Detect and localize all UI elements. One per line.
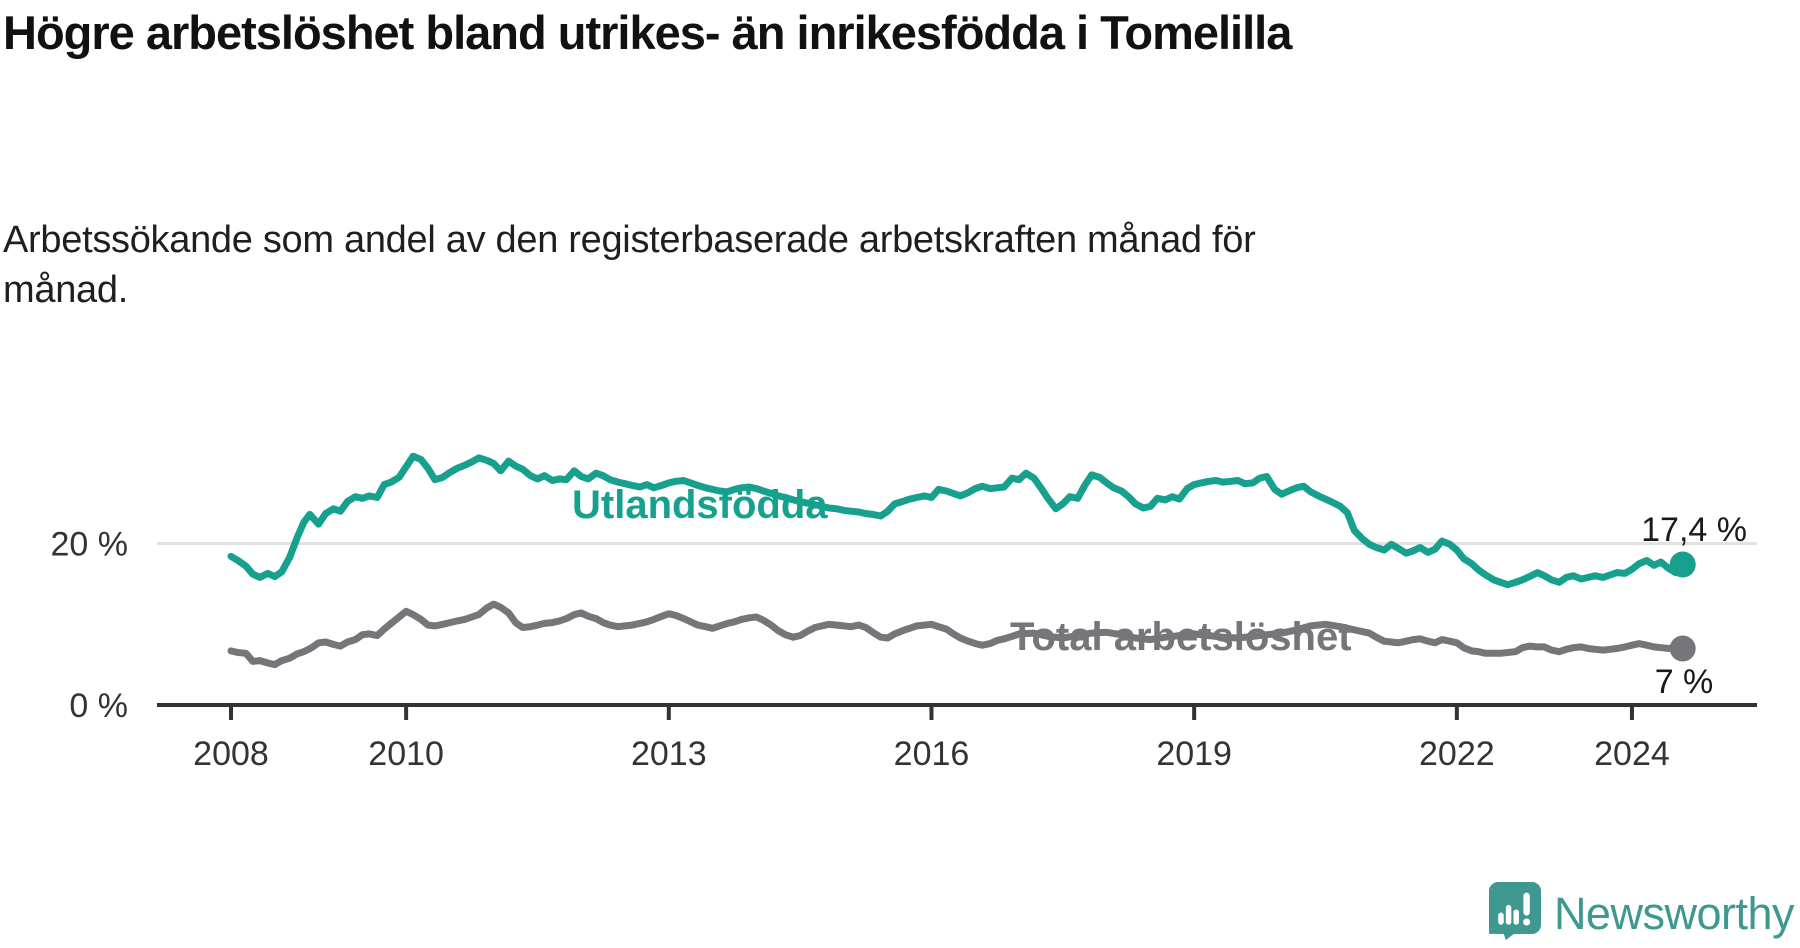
series-end-dot-0 — [1669, 551, 1696, 578]
x-tick-label-2022: 2022 — [1419, 735, 1495, 773]
x-tick-label-2013: 2013 — [631, 735, 707, 773]
logo-bubble-tail — [1502, 930, 1518, 940]
chart-subtitle: Arbetssökande som andel av den registerb… — [3, 219, 1256, 311]
x-tick-label-2016: 2016 — [894, 735, 970, 773]
x-tick-label-2019: 2019 — [1156, 735, 1232, 773]
x-tick-label-2008: 2008 — [193, 735, 269, 773]
end-value-label-total: 7 % — [1655, 663, 1714, 701]
y-tick-label-0: 0 % — [69, 687, 128, 725]
x-axis-tick-labels: 2008 2010 2013 2016 2019 2022 2024 — [193, 735, 1670, 773]
series-label-total-arbetsloshet: Total arbetslöshet — [1010, 615, 1352, 659]
newsworthy-logo-icon — [1488, 882, 1541, 945]
series-label-utlandsfodda: Utlandsfödda — [572, 483, 828, 527]
series-end-dot-1 — [1669, 635, 1696, 662]
end-value-label-utlandsfodda: 17,4 % — [1641, 511, 1747, 549]
series-line-0 — [227, 452, 1687, 589]
page-title: Högre arbetslöshet bland utrikes- än inr… — [3, 6, 1292, 59]
x-axis — [157, 703, 1757, 720]
y-axis-labels: 0 % 20 % — [51, 526, 129, 726]
newsworthy-logo-text: Newsworthy — [1553, 887, 1795, 939]
x-tick-label-2010: 2010 — [368, 735, 444, 773]
series-lines — [227, 452, 1696, 669]
branding: Newsworthy — [1488, 882, 1795, 945]
series-line-1 — [227, 600, 1687, 669]
y-tick-label-20: 20 % — [51, 526, 129, 564]
x-tick-label-2024: 2024 — [1594, 735, 1670, 773]
